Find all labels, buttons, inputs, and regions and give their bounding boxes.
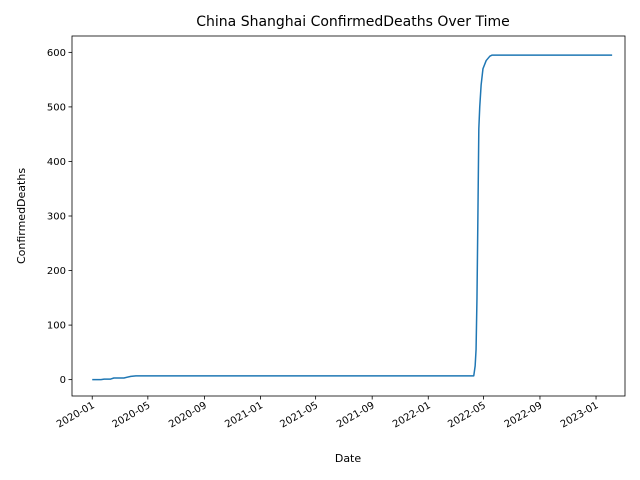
y-axis-label: ConfirmedDeaths — [15, 168, 28, 264]
x-tick-label: 2021-01 — [223, 400, 265, 430]
y-tick-label: 100 — [47, 321, 66, 332]
x-tick-label: 2022-01 — [391, 400, 433, 430]
y-tick-label: 200 — [47, 266, 66, 277]
x-tick-label: 2021-05 — [278, 400, 320, 430]
series-line-0 — [92, 54, 613, 381]
y-tick-label: 400 — [47, 157, 66, 168]
x-tick-label: 2020-09 — [167, 400, 209, 430]
chart-title: China Shanghai ConfirmedDeaths Over Time — [196, 14, 509, 30]
x-tick-label: 2021-09 — [335, 400, 377, 430]
x-tick-label: 2020-01 — [55, 400, 97, 430]
axes-frame — [71, 35, 626, 397]
y-tick-label: 500 — [47, 102, 66, 113]
plot-area — [92, 54, 613, 381]
y-tick-label: 0 — [60, 375, 66, 386]
x-tick-label: 2020-05 — [111, 400, 153, 430]
x-tick-label: 2023-01 — [559, 400, 601, 430]
y-tick-label: 600 — [47, 48, 66, 59]
x-tick-label: 2022-09 — [503, 400, 545, 430]
x-tick-label: 2022-05 — [446, 400, 488, 430]
y-tick-label: 300 — [47, 212, 66, 223]
x-axis-label: Date — [335, 452, 362, 465]
